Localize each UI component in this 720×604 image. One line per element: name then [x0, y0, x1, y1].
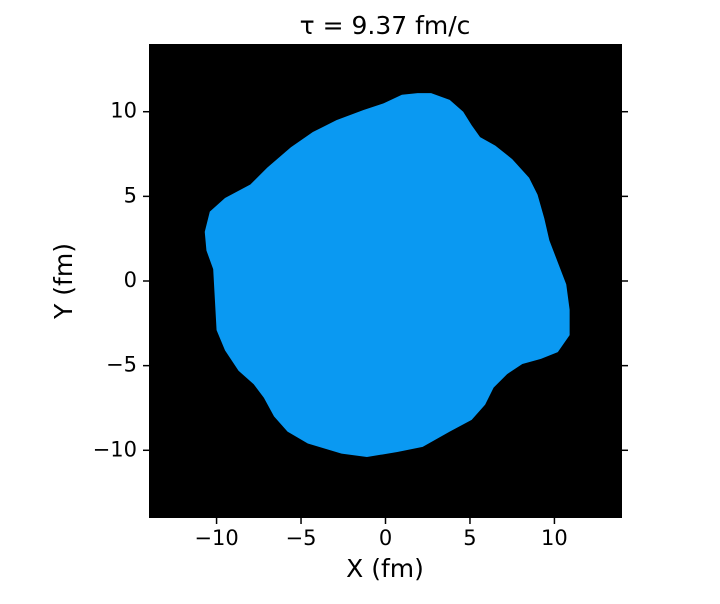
y-tick-label: −10 — [93, 437, 137, 461]
x-tick-label: 0 — [379, 526, 392, 550]
y-tick-label: 5 — [124, 183, 137, 207]
x-tick-label: 5 — [463, 526, 476, 550]
x-axis-label: X (fm) — [346, 554, 424, 583]
chart-title: τ = 9.37 fm/c — [300, 11, 471, 40]
region — [204, 93, 570, 458]
x-tick-label: 10 — [541, 526, 568, 550]
x-tick-label: −5 — [286, 526, 317, 550]
y-tick-label: 10 — [110, 99, 137, 123]
x-tick-label: −10 — [194, 526, 238, 550]
y-tick-label: 0 — [124, 268, 137, 292]
y-axis-label: Y (fm) — [49, 243, 78, 320]
y-tick-label: −5 — [106, 353, 137, 377]
